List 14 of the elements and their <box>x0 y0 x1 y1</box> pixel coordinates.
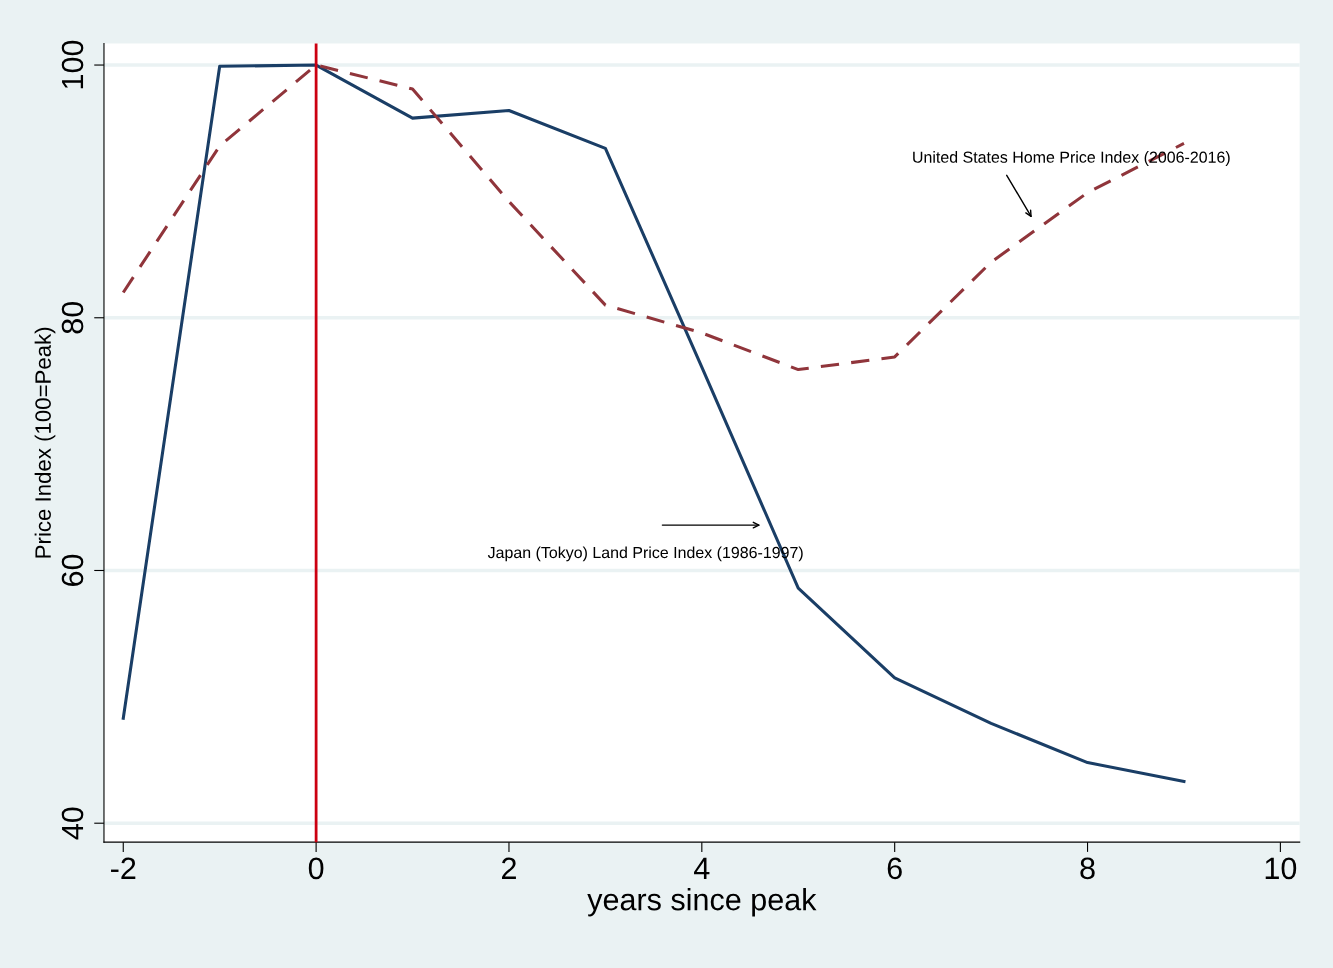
y-tick-label: 60 <box>61 554 84 586</box>
x-tick-label: 8 <box>1080 857 1095 880</box>
x-tick-label: 6 <box>887 857 902 880</box>
x-tick-label: -2 <box>111 857 136 879</box>
y-tick-label: 100 <box>61 40 84 89</box>
x-tick-label: 10 <box>1265 857 1297 880</box>
x-tick-label: 2 <box>502 857 516 879</box>
y-axis-title: Price Index (100=Peak) <box>34 327 56 558</box>
y-tick-label: 40 <box>61 807 84 840</box>
x-tick-label: 0 <box>308 857 324 880</box>
annotation: United States Home Price Index (2006-2016) <box>913 151 1230 166</box>
x-axis-title: years since peak <box>587 888 817 917</box>
y-tick-label: 80 <box>61 301 84 334</box>
x-tick-label: 4 <box>694 857 710 879</box>
